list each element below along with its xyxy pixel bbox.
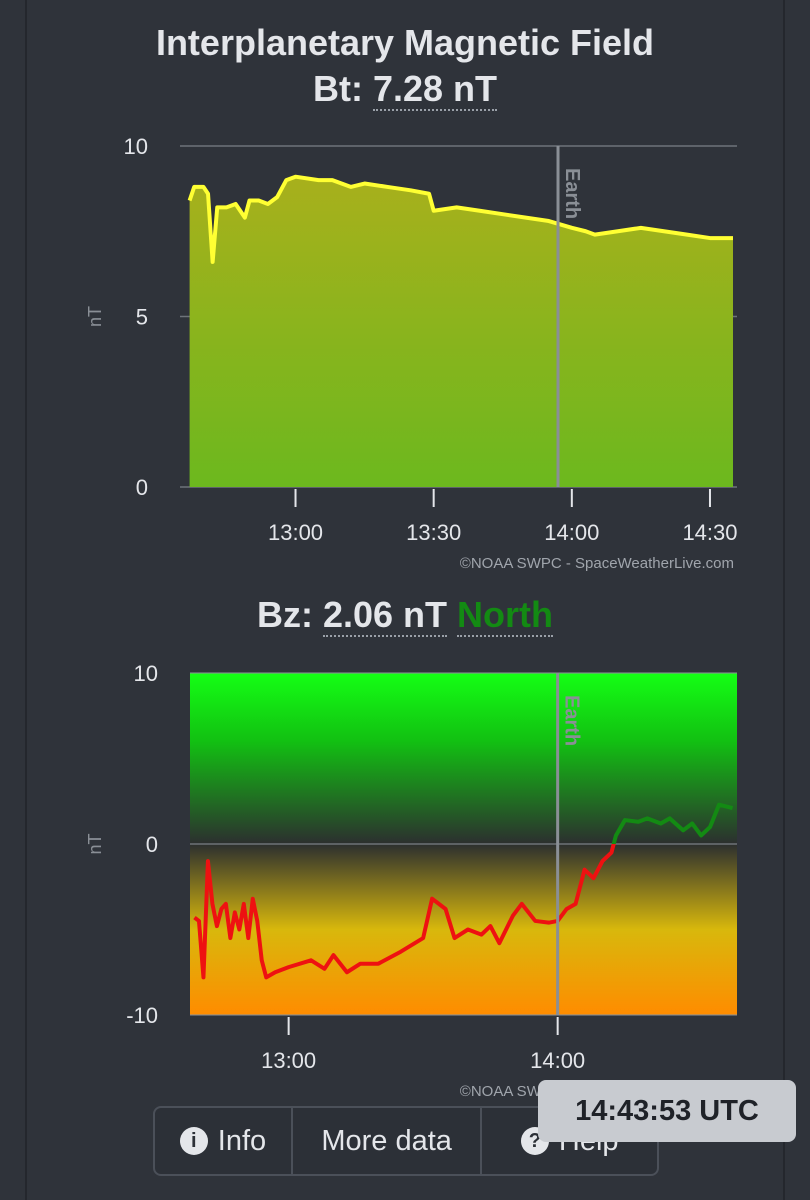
line — [193, 802, 734, 980]
x-tick-label: 13:00 — [268, 520, 323, 545]
bz-label: Bz: — [256, 594, 313, 635]
edge — [783, 0, 785, 1200]
credit: ©NOAA SWPC - SpaceWeatherLive.com — [460, 555, 734, 572]
edge — [25, 0, 27, 1200]
info-button[interactable]: i Info — [155, 1108, 293, 1174]
y-tick-label: 0 — [136, 475, 148, 500]
bt-label: Bt: — [312, 68, 363, 109]
x-tick-label: 13:00 — [261, 1048, 316, 1073]
title: Interplanetary Magnetic Field — [155, 22, 655, 63]
button-label: More data — [321, 1124, 452, 1157]
y-tick-label: 10 — [134, 661, 158, 686]
button-label: Info — [217, 1124, 267, 1157]
bt-readout: Bt: 7.28 nT — [0, 68, 810, 111]
y-axis-label: nT — [85, 833, 105, 854]
x-tick-label: 14:00 — [544, 520, 599, 545]
area — [189, 176, 733, 487]
bt-value: 7.28 nT — [372, 68, 498, 111]
bz-readout: Bz: 2.06 nT North — [0, 594, 810, 637]
line — [187, 174, 733, 264]
x-tick-label: 14:00 — [530, 1048, 585, 1073]
y-tick-label: 5 — [136, 305, 148, 330]
bz-value: 2.06 nT — [322, 594, 448, 637]
x-tick-label: 13:30 — [406, 520, 461, 545]
earth-label: Earth — [561, 695, 583, 746]
earth-label: Earth — [561, 168, 583, 219]
x-tick-label: 14:30 — [682, 520, 737, 545]
y-tick-label: -10 — [126, 1003, 158, 1028]
y-tick-label: 10 — [124, 134, 148, 159]
bz-direction: North — [457, 594, 554, 637]
more-data-button[interactable]: More data — [293, 1108, 483, 1174]
timestamp: 14:43:53 UTC — [538, 1080, 796, 1142]
y-tick-label: 0 — [146, 832, 158, 857]
y-axis-label: nT — [85, 306, 105, 327]
